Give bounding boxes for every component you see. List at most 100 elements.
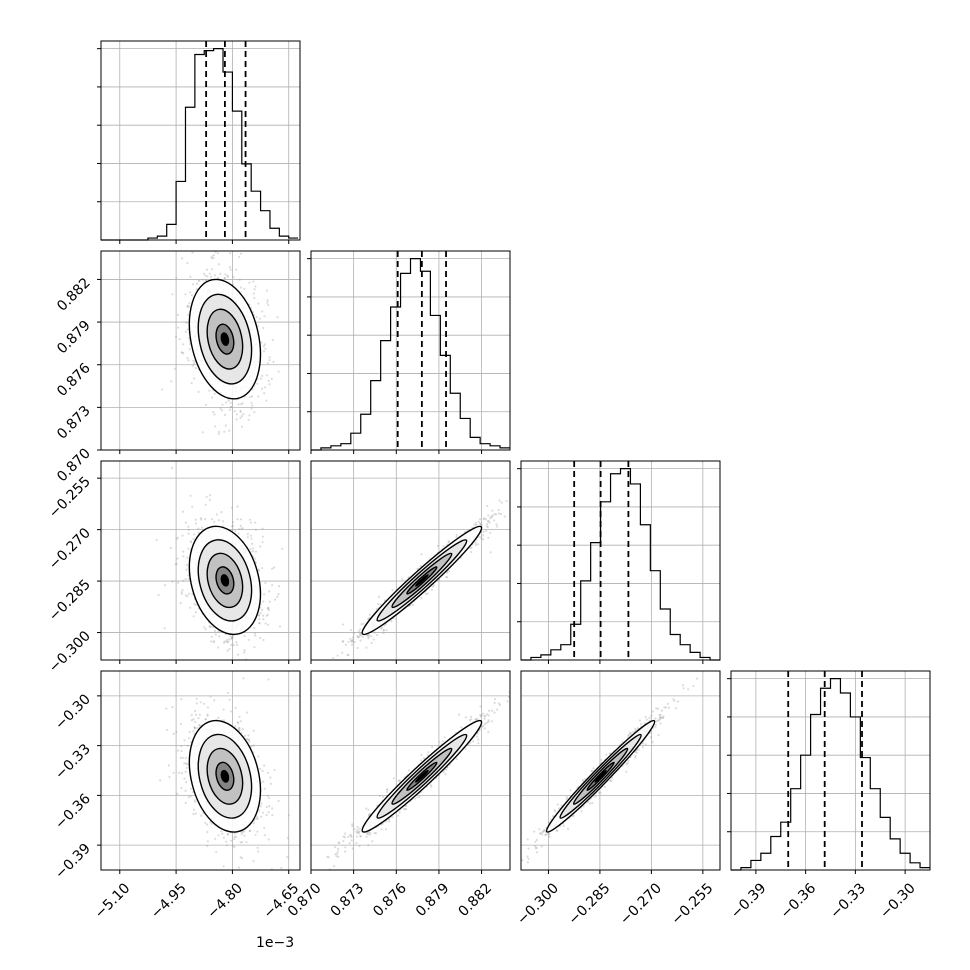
scatter-point [193,603,196,606]
scatter-point [249,548,252,551]
scatter-point [372,638,375,641]
scatter-point [179,602,182,605]
scatter-point [176,313,179,316]
scatter-point [206,840,209,843]
scatter-point [228,429,231,432]
scatter-point [187,796,190,799]
scatter-point [216,252,219,255]
scatter-point [241,841,244,844]
scatter-point [366,634,369,637]
scatter-point [505,499,508,503]
scatter-point [206,706,209,709]
scatter-point [479,536,482,539]
scatter-point [276,316,279,319]
scatter-point [199,517,202,520]
scatter-point [194,611,197,614]
scatter-point [186,357,189,360]
histogram-step [101,48,299,241]
scatter-point [189,540,192,543]
scatter-point [172,771,175,774]
scatter-point [353,632,356,635]
scatter-point [268,359,271,362]
scatter-point [213,629,217,633]
scatter-point [224,424,227,427]
scatter-point [254,528,257,531]
scatter-point [205,268,209,271]
scatter-point [447,540,450,543]
scatter-point [205,495,208,498]
scatter-point [203,272,206,275]
scatter-point [231,524,235,528]
scatter-point [170,466,174,470]
scatter-point [383,624,386,627]
scatter-point [175,537,178,541]
scatter-point [186,556,189,559]
scatter-point [204,628,207,631]
scatter-point [261,387,264,390]
scatter-point [266,301,269,304]
scatter-point [277,585,281,588]
scatter-point [228,408,232,411]
density-peak [220,574,230,587]
scatter-point [382,632,385,635]
scatter-point [341,640,345,643]
scatter-point [277,370,280,373]
scatter-point [201,431,204,434]
scatter-point [190,714,193,717]
panel-frame [730,670,931,871]
scatter-point [385,629,388,632]
scatter-point [257,614,260,617]
scatter-point [237,532,240,535]
scatter-point [256,815,259,818]
scatter-point [187,528,190,532]
pair-panel-2-1 [310,460,511,661]
scatter-point [210,635,213,639]
scatter-point [240,403,243,406]
scatter-point [182,550,185,553]
scatter-point [473,523,476,526]
scatter-point [180,591,183,594]
scatter-point [190,294,193,297]
scatter-point [253,557,257,560]
panel-frame [310,250,511,451]
scatter-point [246,533,249,536]
scatter-point [251,550,254,553]
scatter-point [206,713,209,716]
scatter-point [382,629,385,632]
histogram-step [731,678,930,871]
scatter-point [204,718,207,721]
scatter-point [219,272,222,275]
scatter-point [420,596,423,600]
scatter-point [263,343,266,346]
scatter-point [349,628,353,632]
scatter-point [479,522,482,525]
scatter-point [227,640,230,643]
scatter-point [234,706,237,709]
scatter-point [175,277,178,280]
scatter-point [211,396,214,399]
scatter-point [487,514,490,517]
scatter-point [367,617,370,620]
scatter-point [232,643,235,647]
panel-frame [310,460,511,661]
scatter-point [230,405,233,408]
scatter-point [234,530,237,533]
scatter-point [445,576,448,579]
scatter-point [357,636,361,639]
scatter-point [252,547,255,550]
scatter-point [226,638,229,641]
scatter-point [495,525,499,528]
scatter-point [222,865,225,868]
scatter-point [184,330,187,333]
scatter-point [237,527,240,531]
scatter-point [497,512,501,515]
scatter-point [173,367,176,370]
scatter-point [240,425,243,428]
scatter-point [191,251,194,254]
scatter-point [268,383,271,386]
scatter-point [351,638,354,641]
scatter-point [238,255,241,259]
scatter-point [170,380,173,383]
scatter-point [262,614,265,617]
